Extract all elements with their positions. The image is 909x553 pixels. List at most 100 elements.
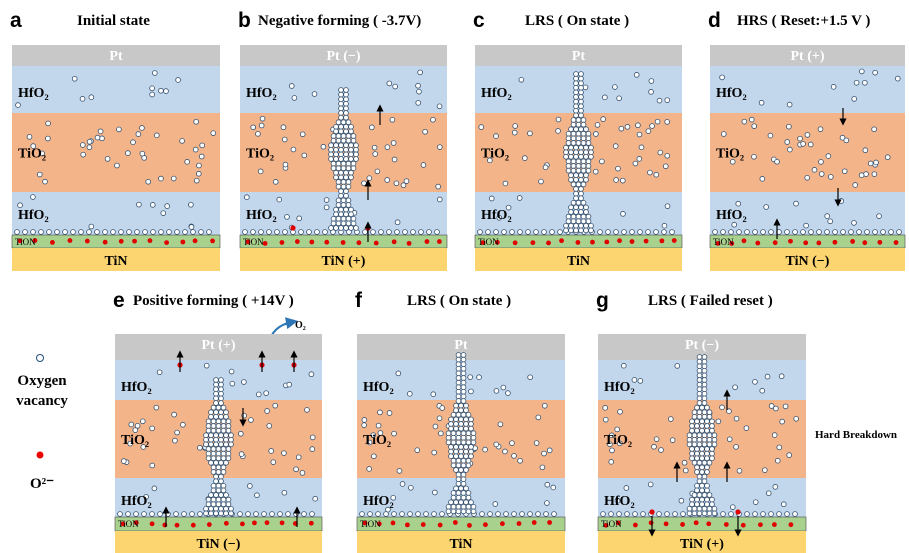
oxygen-vacancy	[378, 410, 383, 415]
oxygen-vacancy	[700, 497, 705, 502]
oxygen-vacancy	[451, 435, 456, 440]
oxygen-vacancy	[576, 168, 581, 173]
oxygen-vacancy	[214, 401, 219, 406]
oxygen-vacancy	[579, 191, 584, 196]
oxygen-ion	[68, 238, 73, 243]
oxygen-vacancy	[461, 458, 466, 463]
oxygen-vacancy	[697, 479, 702, 484]
oxygen-vacancy	[459, 500, 464, 505]
oxygen-vacancy	[707, 493, 712, 498]
oxygen-vacancy	[493, 502, 498, 507]
oxygen-vacancy	[15, 230, 20, 235]
oxygen-vacancy	[339, 147, 344, 152]
oxygen-vacancy	[702, 401, 707, 406]
oxygen-vacancy	[697, 410, 702, 415]
oxygen-ion	[103, 240, 108, 245]
oxygen-vacancy	[204, 506, 209, 511]
oxygen-vacancy	[542, 403, 547, 408]
oxygen-vacancy	[423, 129, 428, 134]
oxygen-vacancy	[375, 169, 380, 174]
oxygen-vacancy	[574, 99, 579, 104]
oxygen-vacancy	[579, 99, 584, 104]
oxygen-vacancy	[111, 230, 116, 235]
oxygen-vacancy	[534, 230, 539, 235]
oxygen-vacancy	[219, 410, 224, 415]
oxygen-vacancy	[584, 154, 589, 159]
oxygen-ion	[816, 241, 821, 246]
oxygen-vacancy	[574, 90, 579, 95]
oxygen-vacancy	[692, 414, 697, 419]
oxygen-vacancy	[579, 150, 584, 155]
oxygen-vacancy	[786, 124, 791, 129]
oxygen-vacancy	[690, 428, 695, 433]
oxygen-vacancy	[692, 437, 697, 442]
oxygen-ion	[724, 522, 729, 527]
oxygen-vacancy	[221, 428, 226, 433]
oxygen-vacancy	[713, 230, 718, 235]
oxygen-vacancy	[700, 465, 705, 470]
oxygen-vacancy	[464, 403, 469, 408]
oxygen-vacancy	[211, 465, 216, 470]
oxygen-vacancy	[336, 161, 341, 166]
oxygen-vacancy	[449, 445, 454, 450]
oxygen-vacancy	[418, 70, 423, 75]
oxygen-vacancy	[456, 399, 461, 404]
oxygen-vacancy	[221, 488, 226, 493]
oxygen-vacancy	[817, 230, 822, 235]
oxygen-vacancy	[461, 431, 466, 436]
oxygen-vacancy	[528, 512, 533, 517]
oxygen-vacancy	[336, 216, 341, 221]
oxygen-vacancy	[798, 136, 803, 141]
oxygen-vacancy	[512, 130, 517, 135]
oxygen-vacancy	[571, 159, 576, 164]
oxygen-vacancy	[47, 230, 52, 235]
oxygen-vacancy	[556, 129, 561, 134]
oxygen-vacancy	[264, 391, 269, 396]
oxygen-vacancy	[710, 502, 715, 507]
oxygen-vacancy	[351, 166, 356, 171]
oxygen-vacancy	[416, 512, 421, 517]
oxygen-vacancy	[652, 444, 657, 449]
oxygen-vacancy	[193, 147, 198, 152]
oxygen-vacancy	[152, 486, 157, 491]
oxygen-vacancy	[226, 447, 231, 452]
oxygen-vacancy	[194, 178, 199, 183]
oxygen-vacancy	[175, 430, 180, 435]
oxygen-vacancy	[216, 405, 221, 410]
oxygen-vacancy	[339, 193, 344, 198]
oxygen-vacancy	[167, 230, 172, 235]
oxygen-vacancy	[818, 127, 823, 132]
oxygen-vacancy	[637, 156, 642, 161]
oxygen-vacancy	[221, 424, 226, 429]
oxygen-vacancy	[238, 512, 243, 517]
oxygen-vacancy	[135, 230, 140, 235]
oxygen-vacancy	[571, 182, 576, 187]
oxygen-vacancy	[297, 216, 302, 221]
oxygen-vacancy	[539, 179, 544, 184]
oxygen-vacancy	[707, 433, 712, 438]
oxygen-vacancy	[437, 104, 442, 109]
oxygen-vacancy	[785, 230, 790, 235]
oxygen-vacancy	[219, 396, 224, 401]
oxygen-vacancy	[346, 198, 351, 203]
oxygen-vacancy	[571, 168, 576, 173]
oxygen-ion	[672, 238, 677, 243]
oxygen-vacancy	[692, 433, 697, 438]
oxygen-vacancy	[211, 447, 216, 452]
oxygen-vacancy	[833, 230, 838, 235]
oxygen-vacancy	[584, 127, 589, 132]
oxygen-vacancy	[502, 230, 507, 235]
oxygen-vacancy	[339, 124, 344, 129]
oxygen-vacancy	[341, 134, 346, 139]
oxygen-vacancy	[794, 201, 799, 206]
oxygen-vacancy	[344, 106, 349, 111]
oxygen-vacancy	[440, 512, 445, 517]
oxygen-vacancy	[341, 138, 346, 143]
oxygen-vacancy	[216, 419, 221, 424]
oxygen-vacancy	[197, 163, 202, 168]
oxygen-vacancy	[302, 153, 307, 158]
oxygen-vacancy	[349, 124, 354, 129]
oxygen-vacancy	[753, 230, 758, 235]
oxygen-vacancy	[574, 210, 579, 215]
oxygen-vacancy	[692, 493, 697, 498]
